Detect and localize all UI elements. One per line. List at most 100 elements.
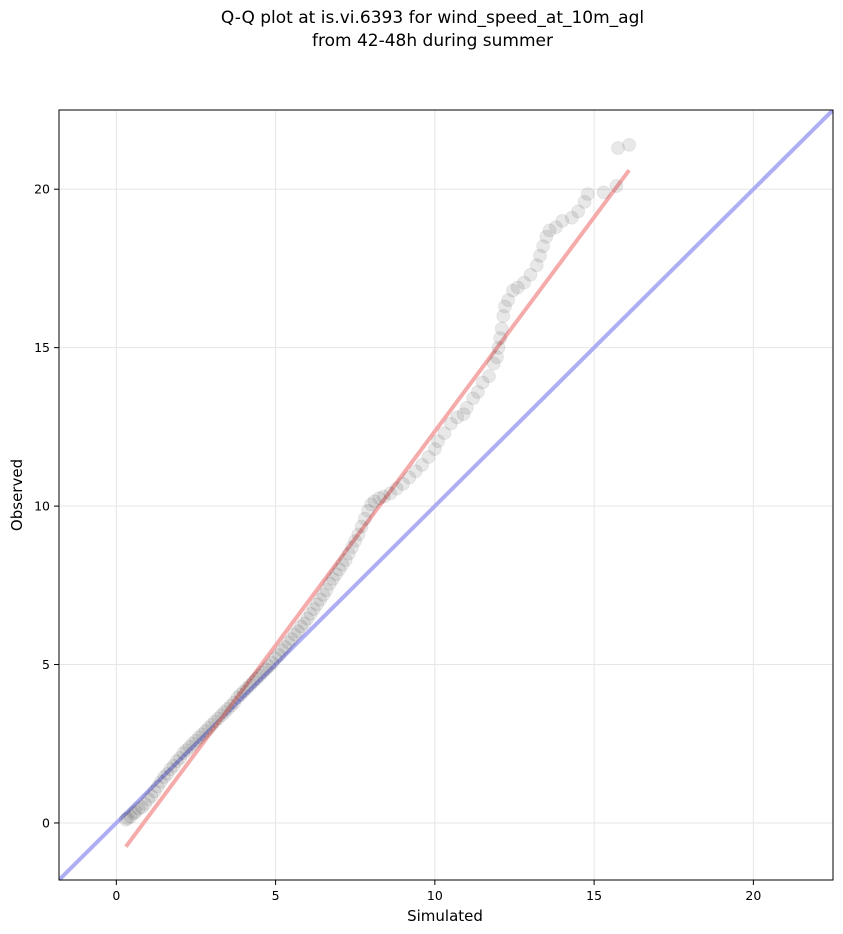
qq-point (389, 481, 404, 496)
qq-point (486, 356, 501, 371)
qq-point (555, 213, 570, 228)
qq-point (201, 720, 216, 735)
qq-point (227, 695, 242, 710)
qq-point (341, 546, 356, 561)
qq-point (501, 293, 516, 308)
qq-point (491, 340, 506, 355)
qq-point (475, 375, 490, 390)
qq-point (470, 385, 485, 400)
qq-point (141, 792, 156, 807)
qq-point (303, 606, 318, 621)
qq-point (364, 497, 379, 512)
qq-point (345, 540, 360, 555)
qq-point (185, 736, 200, 751)
qq-point (539, 229, 554, 244)
qq-point (396, 476, 410, 491)
qq-point (262, 659, 277, 674)
qq-point (138, 796, 152, 811)
qq-point (150, 779, 165, 794)
qq-point (313, 592, 328, 607)
plot-frame (58, 109, 834, 881)
qq-point (450, 410, 465, 425)
qq-point (271, 648, 286, 663)
x-axis-ticks: 0 5 10 15 20 (112, 880, 761, 903)
qq-point (609, 179, 624, 194)
qq-point (208, 714, 223, 729)
qq-point (427, 442, 442, 457)
qq-point (169, 754, 184, 769)
qq-point (437, 426, 452, 441)
qq-point (160, 766, 175, 781)
qq-point (367, 494, 382, 509)
qq-point (252, 668, 267, 683)
qq-point (192, 730, 207, 745)
qq-point (456, 407, 471, 422)
qq-point (224, 698, 238, 713)
qq-point (536, 239, 551, 254)
qq-point (443, 416, 458, 431)
qq-point (532, 248, 547, 263)
qq-point (274, 643, 289, 658)
qq-point (297, 616, 312, 631)
qq-point (220, 701, 235, 716)
qq-point (166, 758, 181, 773)
y-axis-ticks: 0 5 10 15 20 (34, 182, 59, 830)
qq-point (278, 640, 293, 655)
linear-fit-line (124, 169, 631, 848)
qq-point (153, 774, 168, 789)
grid-lines (59, 110, 833, 880)
qq-point (163, 762, 178, 777)
qq-point (571, 204, 586, 219)
qq-point (120, 811, 135, 826)
qq-point (496, 308, 511, 323)
qq-point (489, 350, 504, 365)
qq-point (510, 280, 525, 295)
qq-point (383, 486, 398, 501)
x-tick-label: 10 (427, 888, 443, 903)
y-tick-label: 20 (34, 182, 50, 197)
chart-title-line-2: from 42-48h during summer (312, 31, 553, 51)
qq-point (421, 449, 436, 464)
qq-point (372, 491, 387, 506)
qq-point (255, 665, 270, 680)
qq-point (284, 632, 299, 647)
qq-point (338, 552, 353, 567)
qq-point (290, 624, 305, 639)
qq-point (622, 137, 637, 152)
qq-points (118, 137, 637, 827)
qq-point (182, 739, 197, 754)
x-tick-label: 0 (112, 888, 120, 903)
qq-point (217, 705, 232, 720)
qq-point (482, 369, 496, 384)
y-tick-label: 5 (42, 657, 50, 672)
qq-point (415, 457, 430, 472)
qq-point (497, 299, 512, 314)
qq-point (214, 708, 229, 723)
qq-point (351, 527, 366, 542)
x-tick-label: 5 (272, 888, 280, 903)
qq-point (211, 711, 226, 726)
qq-point (319, 583, 334, 598)
qq-point (310, 597, 324, 612)
qq-point (287, 627, 302, 642)
qq-point (281, 635, 296, 650)
qq-point (542, 223, 557, 238)
qq-point (134, 800, 149, 815)
qq-point (360, 503, 375, 518)
qq-point (376, 489, 391, 504)
qq-point (505, 283, 520, 298)
qq-point (198, 724, 213, 739)
qq-point (118, 812, 133, 827)
qq-point (493, 331, 508, 346)
qq-point (144, 789, 159, 804)
qq-point (332, 562, 347, 577)
qq-point (517, 275, 532, 290)
qq-point (249, 671, 264, 686)
qq-point (147, 784, 162, 799)
qq-point (611, 141, 625, 156)
y-tick-label: 10 (34, 499, 50, 514)
qq-point (233, 687, 248, 702)
qq-point (325, 571, 340, 586)
qq-point (577, 194, 592, 209)
